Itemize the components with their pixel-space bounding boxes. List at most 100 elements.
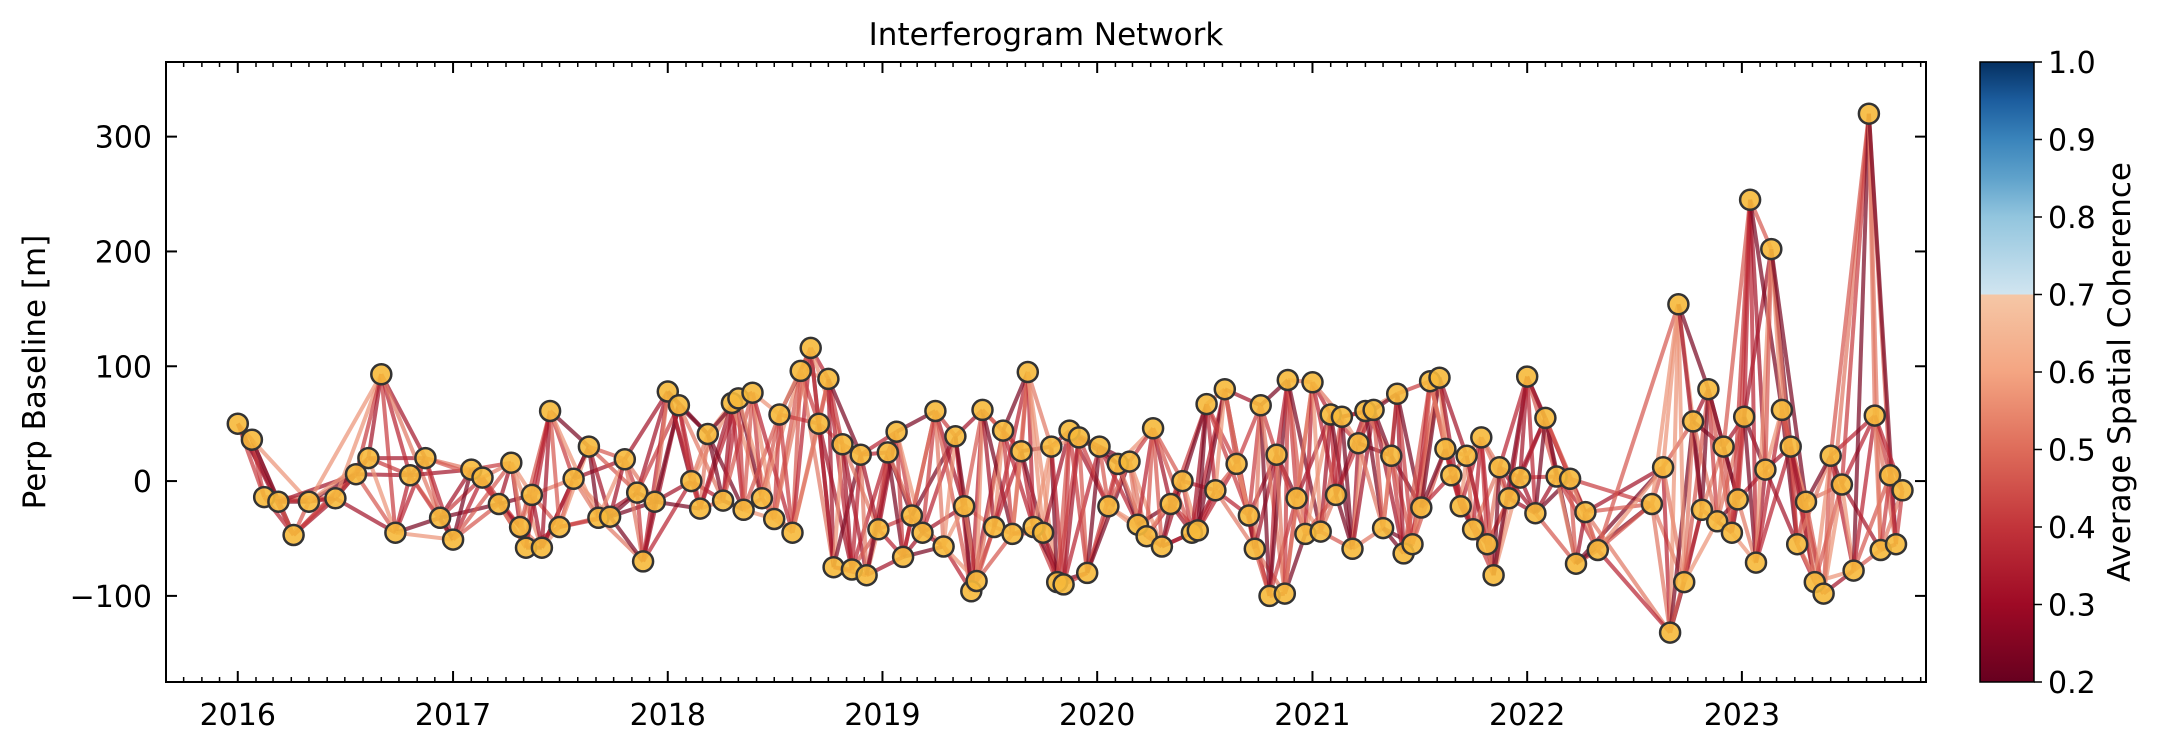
interferogram-edge [423,457,455,541]
acquisition-point [944,425,967,448]
interferogram-edge [393,457,428,534]
colorbar [1979,61,2035,683]
x-tick-label: 2016 [200,698,276,733]
interferogram-edge [777,414,795,533]
acquisition-point [1470,426,1493,449]
acquisition-point [1449,495,1472,518]
interferogram-edge [1294,413,1333,500]
acquisition-point [398,464,422,487]
interferogram-edge [1282,379,1290,594]
interferogram-edge [933,410,946,547]
acquisition-point [1461,518,1485,541]
acquisition-point [680,469,703,493]
interferogram-edge [1318,416,1344,532]
acquisition-point [598,505,622,528]
acquisition-point [732,498,755,522]
acquisition-point [688,497,712,520]
acquisition-point [1428,366,1451,389]
interferogram-edge [826,378,836,568]
interferogram-edge [1025,371,1060,583]
interferogram-edge [451,461,513,541]
colorbar-label: Average Spatial Coherence [2102,162,2138,582]
acquisition-point [1697,377,1720,401]
interferogram-edge [920,410,938,533]
interferogram-edge [705,433,726,502]
y-tick-label: 200 [95,235,152,270]
acquisition-point [900,504,924,527]
acquisition-point [370,363,393,386]
acquisition-point [711,489,735,512]
interferogram-edge [1769,248,1808,502]
interferogram-edge [849,451,890,571]
acquisition-point [891,545,915,569]
interferogram-edge [1437,377,1469,457]
acquisition-point [1204,479,1227,502]
interferogram-edge [1839,484,1856,571]
acquisition-point [1159,492,1182,516]
acquisition-nodes [226,102,1914,644]
acquisition-point [1225,452,1248,476]
acquisition-point [344,462,368,486]
acquisition-point [971,398,994,422]
acquisition-point [1475,532,1499,556]
interferogram-edge [307,373,384,503]
acquisition-point [643,490,667,513]
interferogram-edge [529,410,553,496]
acquisition-point [1497,487,1521,510]
interferogram-edge [379,374,398,533]
interferogram-edge [1715,446,1726,522]
interferogram-edge [1213,489,1257,550]
acquisition-point [1712,435,1735,458]
interferogram-edge [1151,428,1164,547]
acquisition-point [625,481,649,504]
acquisition-point [1681,410,1705,433]
acquisition-point [1667,293,1690,316]
acquisition-point [562,467,585,491]
acquisition-point [1016,360,1040,384]
acquisition-point [1347,431,1370,455]
acquisition-point [324,487,347,510]
interferogram-edge [741,413,782,511]
acquisition-point [441,528,465,551]
acquisition-point [520,483,544,507]
interferogram-edge [1525,376,1538,514]
acquisition-point [1385,382,1409,406]
colorbar-tick-label: 0.2 [2048,666,2096,701]
interferogram-edge [974,409,985,582]
acquisition-point [1249,394,1272,417]
y-tick-labels: 300 200 100 0 −100 [70,121,152,615]
acquisition-point [1884,532,1908,556]
acquisition-point [817,367,840,391]
acquisition-point [471,466,494,489]
y-tick-label: −100 [70,580,152,615]
acquisition-point [911,521,934,544]
acquisition-point [1891,479,1914,502]
y-tick-label: 300 [95,121,152,156]
acquisition-point [1097,495,1120,518]
interferogram-edge [379,373,442,519]
interferogram-edge [1888,475,1898,545]
acquisition-point [1075,561,1099,585]
interferogram-edge [831,444,845,568]
interferogram-edge [1144,428,1156,537]
acquisition-point [1842,559,1865,582]
interferogram-edge [941,436,958,547]
interferogram-edge [1258,405,1272,596]
interferogram-edge [652,391,670,502]
interferogram-edge [1721,199,1753,447]
interferogram-edge [1828,113,1871,457]
acquisition-point [741,381,764,404]
interferogram-edge [451,476,485,541]
acquisition-point [1380,444,1403,468]
interferogram-edge [1682,520,1719,584]
interferogram-edge [980,409,997,528]
acquisition-point [1031,521,1055,544]
colorbar-tick-label: 0.5 [2048,434,2096,469]
acquisition-point [577,435,601,458]
interferogram-edge [1584,465,1665,514]
interferogram-edge [962,409,985,507]
acquisition-point [1276,368,1300,392]
interferogram-edge [548,410,601,519]
interferogram-edge [1706,389,1720,522]
acquisition-point [508,515,532,539]
